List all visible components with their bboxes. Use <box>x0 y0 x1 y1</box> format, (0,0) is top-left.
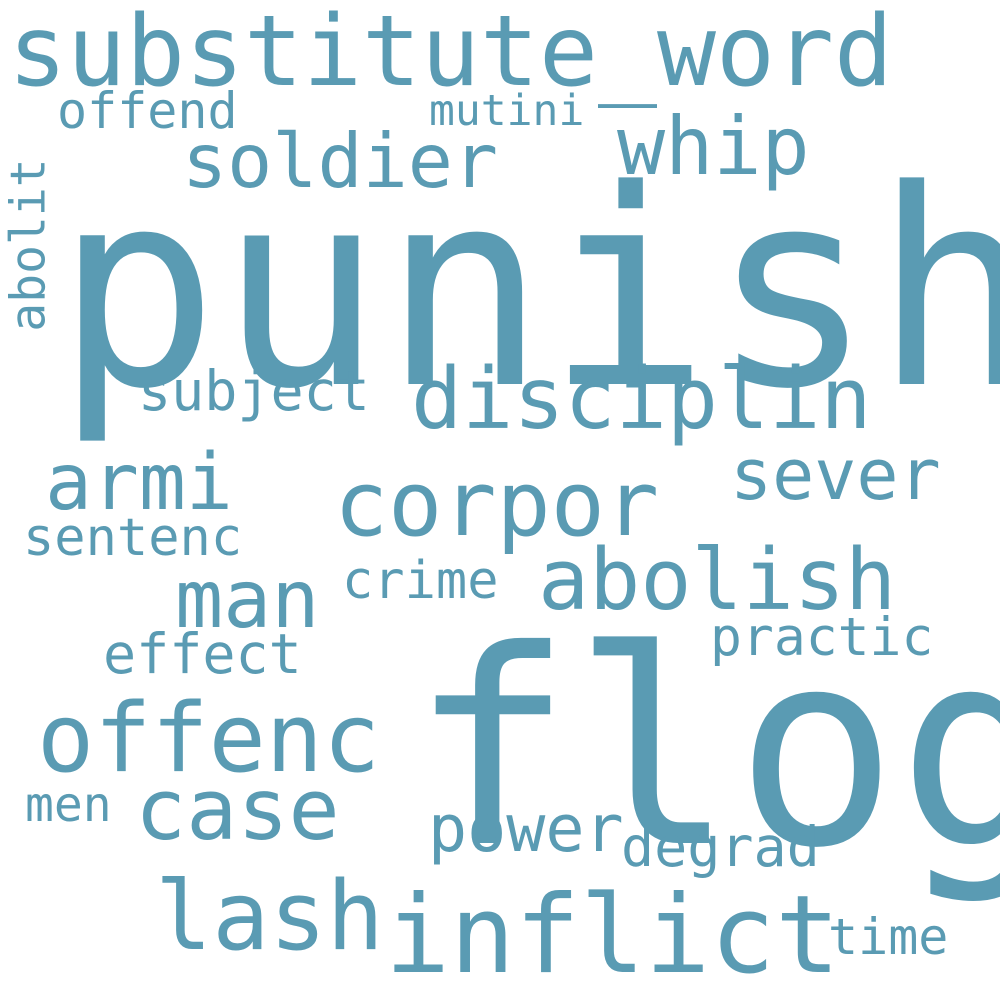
word-corpor: corpor <box>334 452 660 557</box>
word-effect: effect <box>103 622 302 686</box>
word-abolish: abolish <box>538 531 897 630</box>
word-inflict: inflict <box>385 873 841 998</box>
word-mutini: mutini <box>429 86 585 136</box>
word-offend: offend <box>57 82 238 140</box>
word-abolit: abolit <box>0 158 57 332</box>
word-men: men <box>25 777 112 833</box>
word-practic: practic <box>710 607 934 668</box>
word-sentenc: sentenc <box>23 508 243 568</box>
word-power: power <box>428 792 624 867</box>
word-punish: punish <box>55 133 1000 449</box>
word-flog: flog <box>410 592 1000 907</box>
word-armi: armi <box>45 438 233 528</box>
word-case: case <box>135 761 340 860</box>
word-man: man <box>175 553 320 646</box>
word-substitute_word: substitute_word <box>8 0 894 109</box>
word-crime: crime <box>342 551 499 611</box>
word-subject: subject <box>138 359 370 423</box>
word-offenc: offenc <box>37 684 381 794</box>
word-disciplin: disciplin <box>411 350 872 449</box>
word-degrad: degrad <box>621 815 820 879</box>
word-time: time <box>828 908 949 966</box>
word-soldier: soldier <box>182 117 499 205</box>
word-sever: sever <box>730 434 941 516</box>
word-lash: lash <box>155 862 384 972</box>
word-whip: whip <box>617 100 810 193</box>
